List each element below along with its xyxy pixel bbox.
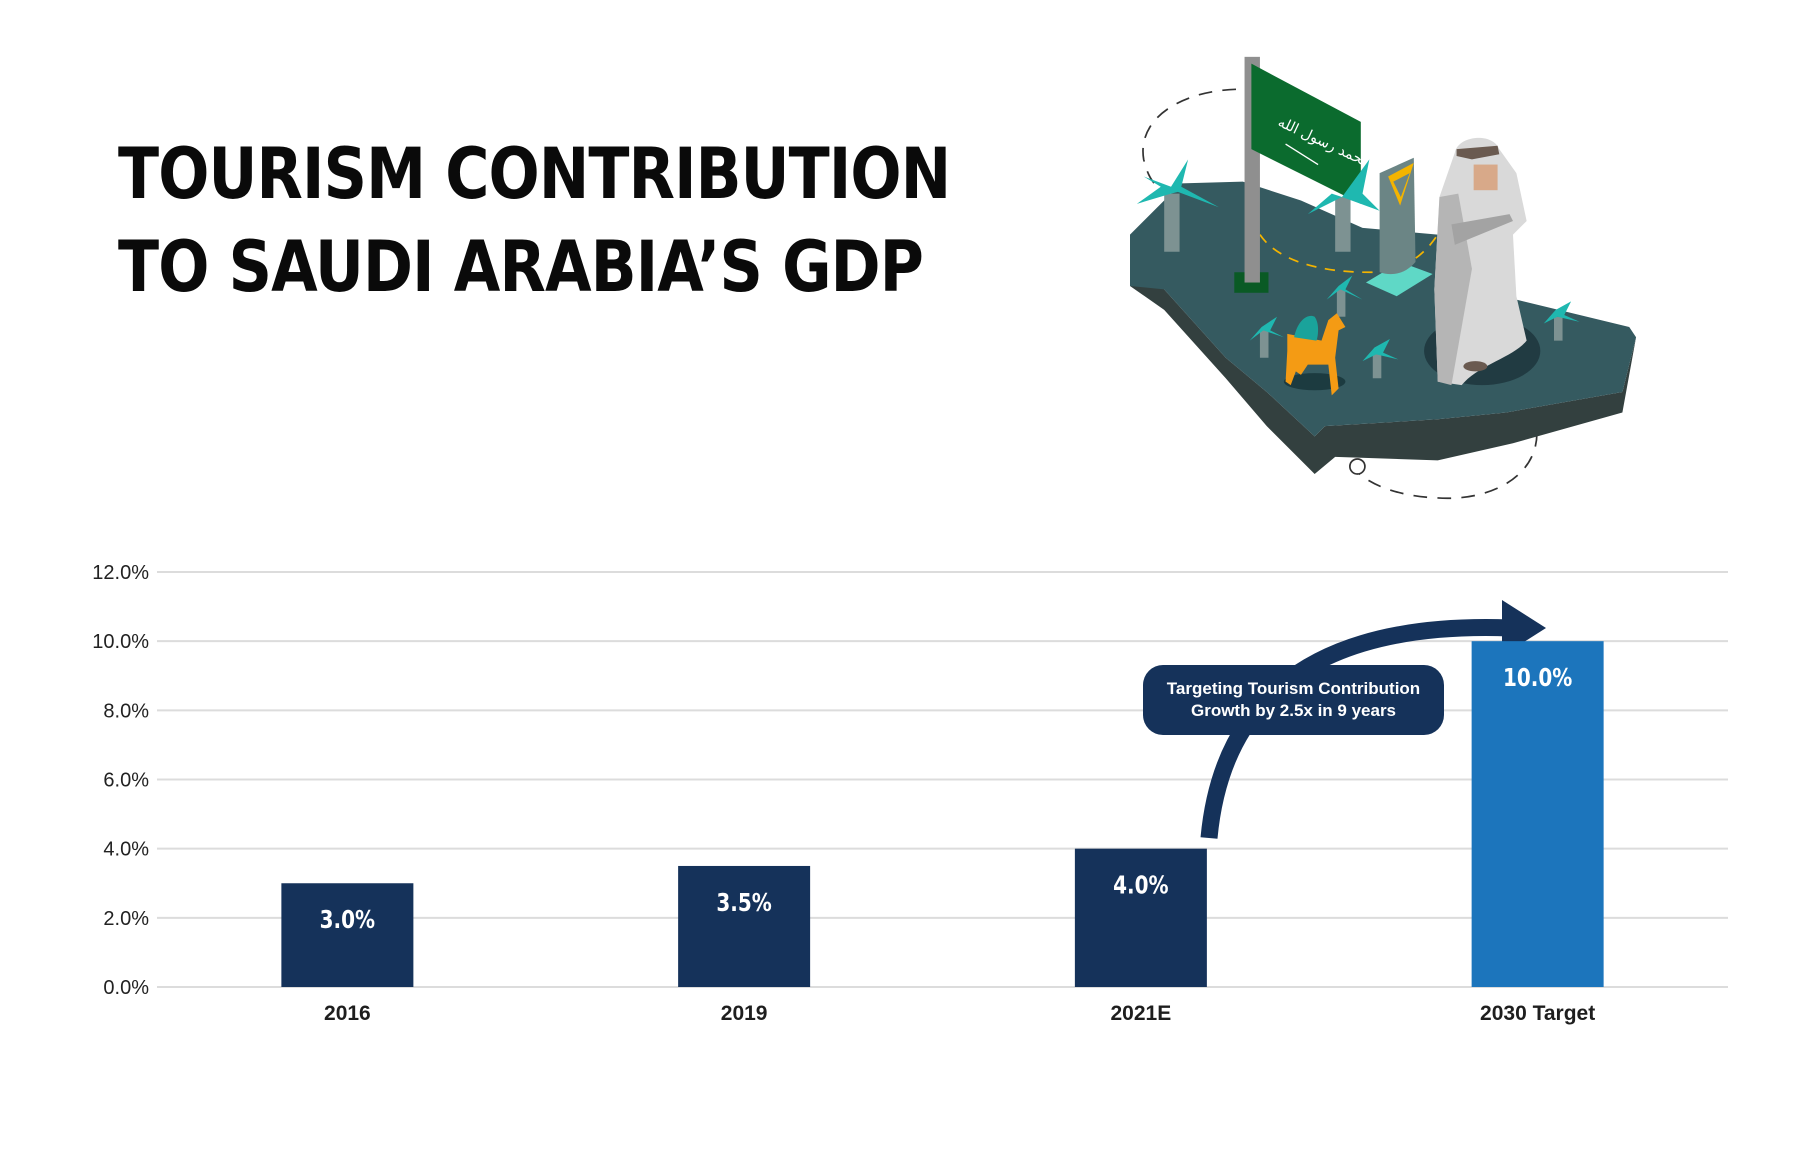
yellow-route	[1259, 234, 1439, 274]
y-tick-label: 6.0%	[103, 770, 149, 792]
bar-2030-target	[1471, 641, 1604, 987]
bar-2016	[281, 883, 414, 987]
orbit-node	[1349, 458, 1366, 475]
saudi-man	[1424, 137, 1541, 386]
x-tick-label: 2016	[324, 1002, 371, 1025]
bar-value-label: 4.0%	[1113, 872, 1168, 901]
tower	[1365, 157, 1433, 297]
y-tick-label: 2.0%	[103, 908, 149, 930]
page-title: TOURISM CONTRIBUTION TO SAUDI ARABIA’S G…	[118, 128, 951, 314]
bar-2021e	[1074, 848, 1207, 987]
y-tick-label: 4.0%	[103, 839, 149, 861]
y-tick-label: 0.0%	[103, 977, 149, 999]
bar-value-label: 3.0%	[320, 906, 375, 935]
annotation-line-1: Targeting Tourism Contribution	[1166, 679, 1421, 698]
palm-trees	[1136, 159, 1580, 379]
y-tick-label: 10.0%	[92, 631, 149, 653]
camel	[1283, 313, 1346, 396]
x-tick-label: 2021E	[1111, 1002, 1172, 1025]
annotation-callout: Targeting Tourism Contribution Growth by…	[1143, 665, 1444, 735]
dashed-orbit	[1142, 88, 1538, 500]
annotation-line-2: Growth by 2.5x in 9 years	[1190, 701, 1397, 720]
x-axis-labels: 2016 2019 2021E 2030 Target	[324, 1002, 1595, 1025]
bar-value-label: 10.0%	[1503, 664, 1572, 693]
title-line-2: TO SAUDI ARABIA’S GDP	[118, 226, 924, 308]
title-line-1: TOURISM CONTRIBUTION	[118, 133, 951, 215]
gridlines	[157, 571, 1728, 988]
y-tick-label: 12.0%	[92, 562, 149, 584]
bar-2019	[678, 865, 811, 987]
bars: 3.0% 3.5% 4.0% 10.0%	[281, 641, 1604, 987]
y-axis-ticks: 0.0% 2.0% 4.0% 6.0% 8.0% 10.0% 12.0%	[92, 562, 149, 999]
saudi-map-illustration: لا إله إلا الله محمد رسول الله	[1130, 56, 1637, 500]
x-tick-label: 2030 Target	[1480, 1002, 1595, 1025]
x-tick-label: 2019	[721, 1002, 768, 1025]
bar-value-label: 3.5%	[716, 889, 771, 918]
y-tick-label: 8.0%	[103, 700, 149, 722]
map-side	[1130, 241, 1637, 475]
